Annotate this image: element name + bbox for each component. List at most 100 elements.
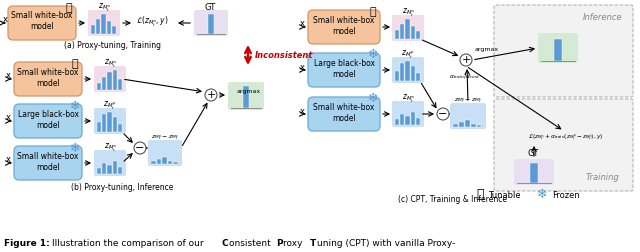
Text: uning (CPT) with vanilla Proxy-: uning (CPT) with vanilla Proxy- xyxy=(317,239,456,248)
Text: $z_{M_t^s}$: $z_{M_t^s}$ xyxy=(401,93,415,105)
Circle shape xyxy=(134,142,146,154)
Text: Small white-box
model: Small white-box model xyxy=(17,152,79,172)
Bar xyxy=(396,71,399,81)
Text: argmax: argmax xyxy=(237,89,261,94)
Bar xyxy=(108,72,111,90)
Text: C: C xyxy=(222,239,228,248)
Bar xyxy=(243,86,250,108)
Text: +: + xyxy=(461,55,470,65)
Bar xyxy=(401,24,404,39)
FancyBboxPatch shape xyxy=(392,57,424,83)
Text: $z_{M_t^p}$: $z_{M_t^p}$ xyxy=(103,100,116,112)
Bar xyxy=(396,119,399,125)
Text: P: P xyxy=(276,239,283,248)
Bar xyxy=(97,19,100,34)
Circle shape xyxy=(437,108,449,120)
Text: (b) Proxy-tuning, Inference: (b) Proxy-tuning, Inference xyxy=(71,183,173,193)
Text: GT: GT xyxy=(527,148,539,158)
FancyBboxPatch shape xyxy=(514,159,554,185)
Bar xyxy=(102,114,106,132)
Bar xyxy=(118,167,122,174)
Text: 🔥: 🔥 xyxy=(66,3,72,13)
FancyBboxPatch shape xyxy=(94,150,126,176)
Text: onsistent: onsistent xyxy=(229,239,274,248)
Text: −: − xyxy=(438,109,448,119)
Text: ❄: ❄ xyxy=(70,100,80,112)
FancyBboxPatch shape xyxy=(14,104,82,138)
Text: ❄: ❄ xyxy=(70,142,80,154)
Text: Small white-box
model: Small white-box model xyxy=(314,103,374,123)
Bar xyxy=(118,79,122,90)
Text: $z_{M_t^p}-z_{M_t^s}$: $z_{M_t^p}-z_{M_t^s}$ xyxy=(454,97,482,106)
Bar xyxy=(173,162,177,164)
Text: $z_{M_t^s}$: $z_{M_t^s}$ xyxy=(401,7,415,19)
Bar xyxy=(108,165,111,174)
Bar xyxy=(113,117,116,132)
Text: roxy: roxy xyxy=(283,239,305,248)
Text: +: + xyxy=(206,90,216,100)
Bar xyxy=(163,157,166,164)
Text: 🔥: 🔥 xyxy=(370,7,376,17)
Bar xyxy=(410,66,415,81)
FancyBboxPatch shape xyxy=(494,99,633,191)
Text: Small white-box
model: Small white-box model xyxy=(314,16,374,36)
Text: Large black-box
model: Large black-box model xyxy=(314,59,374,79)
Text: x: x xyxy=(3,16,8,24)
Bar xyxy=(460,122,464,127)
Text: 🔥: 🔥 xyxy=(72,59,78,69)
Bar xyxy=(471,123,476,127)
Bar xyxy=(108,112,111,132)
Circle shape xyxy=(460,54,472,66)
Bar xyxy=(106,21,111,34)
Bar xyxy=(477,125,481,127)
Bar xyxy=(102,14,106,34)
Bar xyxy=(113,70,116,90)
FancyBboxPatch shape xyxy=(450,103,486,129)
FancyBboxPatch shape xyxy=(14,62,82,96)
Bar xyxy=(415,31,420,39)
Text: $z_{M_t^s}$: $z_{M_t^s}$ xyxy=(97,2,111,14)
FancyBboxPatch shape xyxy=(228,82,264,110)
Text: Small white-box
model: Small white-box model xyxy=(12,11,73,31)
Text: x: x xyxy=(6,155,11,165)
FancyBboxPatch shape xyxy=(494,5,633,97)
Bar xyxy=(465,120,470,127)
Text: Inference: Inference xyxy=(583,13,623,21)
FancyBboxPatch shape xyxy=(194,10,228,36)
Bar xyxy=(97,122,101,132)
Text: $z_{M_t^p}$: $z_{M_t^p}$ xyxy=(401,49,415,61)
FancyBboxPatch shape xyxy=(88,10,120,36)
Bar xyxy=(208,14,214,34)
Bar xyxy=(410,112,415,125)
Text: Large black-box
model: Large black-box model xyxy=(17,110,79,130)
Text: Frozen: Frozen xyxy=(552,191,580,200)
Text: Illustration the comparison of our: Illustration the comparison of our xyxy=(52,239,207,248)
Bar xyxy=(406,116,410,125)
Bar xyxy=(168,161,172,164)
FancyBboxPatch shape xyxy=(94,108,126,134)
Text: −: − xyxy=(135,143,145,153)
Bar xyxy=(554,39,562,61)
FancyBboxPatch shape xyxy=(14,146,82,180)
Circle shape xyxy=(205,89,217,101)
Bar xyxy=(406,19,410,39)
Text: Inconsistent: Inconsistent xyxy=(255,50,314,59)
Bar xyxy=(401,63,404,81)
Bar xyxy=(396,30,399,39)
Bar xyxy=(530,163,538,183)
Bar xyxy=(415,73,420,81)
Text: x: x xyxy=(300,62,305,72)
Text: $\mathcal{L}(z_{M_t^s}+\alpha_{train}(z_{M_t^p}-z_{M_t^s}),y)$: $\mathcal{L}(z_{M_t^s}+\alpha_{train}(z_… xyxy=(528,132,604,142)
Text: Figure 1:: Figure 1: xyxy=(4,239,50,248)
Bar xyxy=(454,124,458,127)
Text: (a) Proxy-tuning, Training: (a) Proxy-tuning, Training xyxy=(63,42,161,50)
FancyBboxPatch shape xyxy=(308,97,380,131)
Bar xyxy=(410,26,415,39)
Text: $z_{M_t^p}-z_{M_t^s}$: $z_{M_t^p}-z_{M_t^s}$ xyxy=(151,134,179,143)
FancyBboxPatch shape xyxy=(392,15,424,41)
Bar xyxy=(415,118,420,125)
Text: Tunable: Tunable xyxy=(488,191,520,200)
Text: ❄: ❄ xyxy=(537,188,547,202)
Text: x: x xyxy=(300,19,305,28)
Bar xyxy=(401,114,404,125)
